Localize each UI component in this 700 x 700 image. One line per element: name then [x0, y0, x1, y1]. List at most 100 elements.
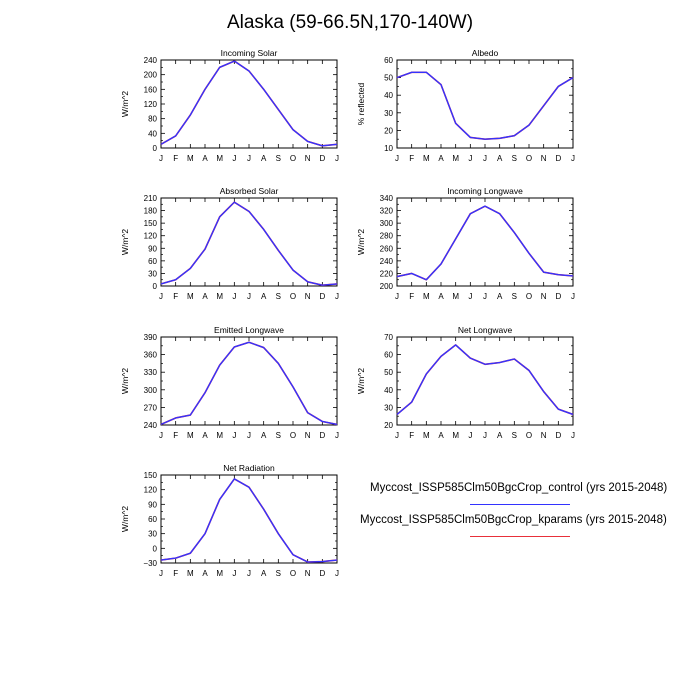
y-tick-label: 360	[144, 351, 158, 360]
y-tick-label: 60	[148, 515, 157, 524]
series-line-kparams	[160, 60, 338, 147]
y-tick-label: 320	[380, 207, 394, 216]
x-tick-label: J	[335, 569, 339, 578]
x-tick-label: S	[276, 431, 281, 440]
y-tick-label: 0	[153, 544, 158, 553]
x-tick-label: J	[468, 292, 472, 301]
panel-frame	[160, 336, 338, 426]
series-line-control	[160, 201, 338, 286]
x-tick-label: J	[159, 431, 163, 440]
y-tick-label: 0	[153, 144, 158, 153]
y-tick-label: 390	[144, 333, 158, 342]
x-tick-label: J	[468, 154, 472, 163]
y-axis-label: W/m^2	[120, 368, 130, 394]
y-tick-label: 90	[148, 500, 157, 509]
y-tick-label: 240	[144, 56, 158, 65]
y-tick-label: 270	[144, 403, 158, 412]
x-tick-label: S	[276, 154, 281, 163]
y-tick-label: 60	[384, 56, 393, 65]
y-tick-label: 30	[384, 403, 393, 412]
y-axis-label: % reflected	[356, 82, 366, 125]
x-tick-label: N	[305, 292, 311, 301]
x-tick-label: J	[232, 569, 236, 578]
x-tick-label: J	[571, 431, 575, 440]
x-tick-label: A	[202, 154, 208, 163]
x-tick-label: D	[555, 292, 561, 301]
x-tick-label: M	[216, 292, 223, 301]
series-line-kparams	[396, 71, 574, 140]
x-tick-label: A	[497, 292, 503, 301]
x-tick-label: M	[216, 569, 223, 578]
x-tick-label: M	[187, 569, 194, 578]
y-tick-label: 300	[380, 219, 394, 228]
y-tick-label: 40	[148, 129, 157, 138]
x-tick-label: D	[319, 154, 325, 163]
x-tick-label: J	[483, 292, 487, 301]
x-tick-label: J	[483, 431, 487, 440]
x-tick-label: D	[319, 569, 325, 578]
x-tick-label: J	[395, 431, 399, 440]
x-tick-label: D	[555, 154, 561, 163]
x-tick-label: F	[173, 292, 178, 301]
y-tick-label: 260	[380, 244, 394, 253]
series-line-control	[160, 478, 338, 563]
x-tick-label: J	[159, 154, 163, 163]
x-tick-label: F	[173, 431, 178, 440]
x-tick-label: S	[512, 154, 517, 163]
y-tick-label: 60	[148, 257, 157, 266]
x-tick-label: D	[319, 431, 325, 440]
y-tick-label: 330	[144, 368, 158, 377]
x-tick-label: O	[290, 154, 296, 163]
panel-frame	[160, 59, 338, 149]
x-tick-label: J	[395, 292, 399, 301]
x-tick-label: M	[187, 431, 194, 440]
legend-label-kparams: Myccost_ISSP585Clm50BgcCrop_kparams (yrs…	[360, 514, 667, 526]
y-tick-label: 30	[148, 530, 157, 539]
legend-line-kparams	[470, 536, 570, 537]
y-tick-label: 120	[144, 100, 158, 109]
x-tick-label: A	[438, 431, 444, 440]
x-tick-label: A	[497, 431, 503, 440]
panel-title: Incoming Solar	[221, 48, 278, 58]
legend-line-control	[470, 504, 570, 505]
y-tick-label: 30	[148, 269, 157, 278]
panel-title: Net Radiation	[223, 463, 275, 473]
y-tick-label: 20	[384, 126, 393, 135]
x-tick-label: M	[187, 292, 194, 301]
series-line-kparams	[160, 478, 338, 563]
y-tick-label: 80	[148, 115, 157, 124]
y-axis-label: W/m^2	[356, 229, 366, 255]
series-line-control	[160, 60, 338, 147]
x-tick-label: O	[526, 154, 532, 163]
x-tick-label: S	[276, 569, 281, 578]
x-tick-label: N	[305, 431, 311, 440]
x-tick-label: F	[173, 154, 178, 163]
y-tick-label: 340	[380, 194, 394, 203]
y-tick-label: 220	[380, 269, 394, 278]
x-tick-label: M	[216, 154, 223, 163]
y-tick-label: 50	[384, 74, 393, 83]
y-tick-label: 300	[144, 386, 158, 395]
y-axis-label: W/m^2	[356, 368, 366, 394]
y-tick-label: 90	[148, 244, 157, 253]
y-tick-label: 40	[384, 91, 393, 100]
x-tick-label: A	[202, 292, 208, 301]
y-axis-label: W/m^2	[120, 91, 130, 117]
x-tick-label: O	[290, 569, 296, 578]
x-tick-label: J	[335, 292, 339, 301]
x-tick-label: J	[232, 431, 236, 440]
y-tick-label: 60	[384, 351, 393, 360]
y-tick-label: 120	[144, 486, 158, 495]
x-tick-label: J	[483, 154, 487, 163]
panel-frame	[396, 59, 574, 149]
y-tick-label: −30	[143, 559, 157, 568]
x-tick-label: J	[571, 154, 575, 163]
x-tick-label: O	[526, 431, 532, 440]
x-tick-label: J	[335, 154, 339, 163]
x-tick-label: N	[541, 154, 547, 163]
y-tick-label: 10	[384, 144, 393, 153]
x-tick-label: N	[305, 154, 311, 163]
